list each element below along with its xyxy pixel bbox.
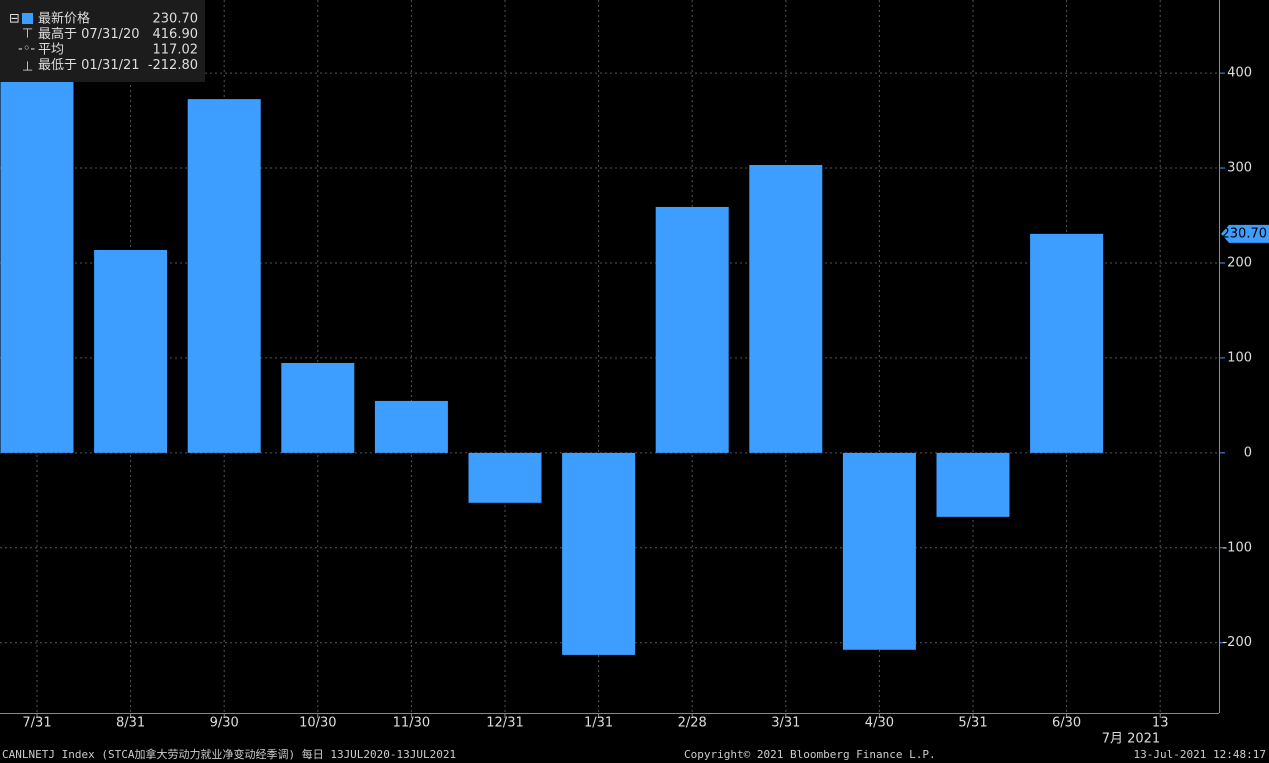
bar bbox=[1030, 233, 1104, 453]
last-price-tag bbox=[1221, 224, 1269, 243]
footer-center: Copyright© 2021 Bloomberg Finance L.P. bbox=[684, 748, 936, 761]
bar bbox=[936, 452, 1010, 517]
x-tick-label: 9/30 bbox=[210, 716, 239, 731]
bars bbox=[0, 57, 1104, 655]
bar bbox=[655, 206, 729, 453]
x-tick-label: 3/31 bbox=[771, 716, 800, 731]
x-tick-label: 2/28 bbox=[678, 716, 707, 731]
footer: CANLNETJ Index (STCA加拿大劳动力就业净变动经季调) 每日 1… bbox=[2, 747, 1266, 761]
legend-icon: ⊤ bbox=[22, 27, 33, 42]
bar bbox=[374, 400, 448, 453]
legend-icon: ⊟ bbox=[9, 12, 20, 27]
legend-icon: ⊥ bbox=[22, 60, 33, 75]
y-tick-label: 200 bbox=[1227, 255, 1252, 270]
y-tick-label: -100 bbox=[1222, 540, 1252, 555]
x-tick-label: 12/31 bbox=[486, 716, 523, 731]
labels: -200 -100 0 100 200 300 400 7/31 8/31 9/30 10/30 11… bbox=[22, 66, 1269, 747]
bar bbox=[842, 452, 916, 650]
footer-left: CANLNETJ Index (STCA加拿大劳动力就业净变动经季调) 每日 1… bbox=[2, 747, 456, 761]
legend-value: 230.70 bbox=[153, 12, 199, 27]
legend-icon: -◦- bbox=[18, 42, 35, 57]
x-tick-label: 6/30 bbox=[1052, 716, 1081, 731]
bar bbox=[468, 452, 542, 503]
y-tick-label: 100 bbox=[1227, 350, 1252, 365]
y-tick-label: 400 bbox=[1227, 66, 1252, 81]
legend-box bbox=[0, 0, 205, 82]
bar bbox=[94, 249, 168, 453]
legend-label: 平均 bbox=[38, 43, 64, 58]
x-tick-label: 13 bbox=[1152, 716, 1169, 731]
bar bbox=[281, 362, 355, 453]
x-tick-label: 5/31 bbox=[958, 716, 987, 731]
x-sublabel: 7月 2021 bbox=[1102, 732, 1161, 747]
y-tick-label: -200 bbox=[1222, 635, 1252, 650]
y-tick-label: 0 bbox=[1244, 445, 1252, 460]
x-tick-label: 7/31 bbox=[22, 716, 51, 731]
legend-value: 416.90 bbox=[153, 27, 199, 42]
bar bbox=[749, 165, 823, 453]
x-tick-label: 4/30 bbox=[865, 716, 894, 731]
legend-value: 117.02 bbox=[153, 43, 199, 58]
footer-right: 13-Jul-2021 12:48:17 bbox=[1134, 748, 1266, 761]
x-tick-label: 11/30 bbox=[393, 716, 430, 731]
legend: ⊟ ⊤ -◦- ⊥ 最新价格 230.70 最高于 07/31/20 416.90 平均… bbox=[0, 0, 205, 82]
x-tick-label: 8/31 bbox=[116, 716, 145, 731]
legend-label: 最新价格 bbox=[38, 11, 90, 27]
legend-label: 最低于 01/31/21 bbox=[38, 58, 140, 73]
bar bbox=[0, 57, 74, 453]
legend-swatch bbox=[22, 13, 33, 24]
legend-value: -212.80 bbox=[148, 58, 198, 73]
legend-label: 最高于 07/31/20 bbox=[38, 26, 140, 42]
y-tick-label: 300 bbox=[1227, 161, 1252, 176]
x-tick-label: 10/30 bbox=[299, 716, 336, 731]
bar bbox=[187, 99, 261, 453]
bar bbox=[562, 452, 636, 655]
x-tick-label: 1/31 bbox=[584, 716, 613, 731]
last-price-label: 230.70 bbox=[1222, 226, 1268, 241]
